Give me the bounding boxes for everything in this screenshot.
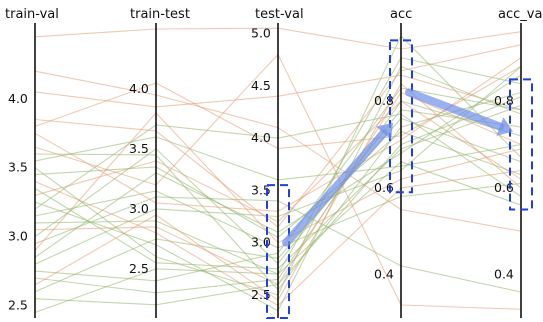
tick-label-test-val-4-0: 4.0 xyxy=(251,130,271,145)
tick-label-train-test-3-5: 3.5 xyxy=(129,141,149,156)
tick-label-train-test-2-5: 2.5 xyxy=(129,261,149,276)
selection-box-acc[interactable] xyxy=(389,39,413,194)
tick-label-acc-val-0-8: 0.8 xyxy=(494,93,514,108)
tick-label-test-val-2-5: 2.5 xyxy=(251,287,271,302)
tick-label-train-val-4-0: 4.0 xyxy=(8,91,28,106)
tick-label-acc-0-6: 0.6 xyxy=(374,180,394,195)
tick-label-acc-val-0-6: 0.6 xyxy=(494,180,514,195)
axes-layer: train-val 2.5 3.0 3.5 4.0 train-test 2.5 3.0 3.5… xyxy=(5,7,543,318)
arrow-head-1 xyxy=(376,122,393,140)
tick-label-test-val-3-0: 3.0 xyxy=(251,235,271,250)
axis-title-acc: acc xyxy=(390,7,412,22)
axis-title-acc-val: acc_val xyxy=(498,7,543,22)
arrow-head-2 xyxy=(496,117,513,136)
tick-label-test-val-4-5: 4.5 xyxy=(251,78,271,93)
tick-label-acc-val-0-4: 0.4 xyxy=(494,267,514,282)
arrow-layer xyxy=(282,88,513,247)
tick-label-test-val-5-0: 5.0 xyxy=(251,25,271,40)
tick-label-train-test-3-0: 3.0 xyxy=(129,201,149,216)
axis-title-train-test: train-test xyxy=(130,7,190,22)
tick-label-train-val-2-5: 2.5 xyxy=(8,298,28,313)
tick-label-acc-0-8: 0.8 xyxy=(374,93,394,108)
selection-box-acc-val[interactable] xyxy=(509,78,533,211)
tick-label-train-test-4-0: 4.0 xyxy=(129,81,149,96)
tick-label-acc-0-4: 0.4 xyxy=(374,267,394,282)
axis-title-train-val: train-val xyxy=(5,7,59,22)
tick-label-train-val-3-5: 3.5 xyxy=(8,160,28,175)
axis-title-test-val: test-val xyxy=(255,7,304,22)
arrow-shaft-1 xyxy=(282,129,388,247)
tick-label-test-val-3-5: 3.5 xyxy=(251,182,271,197)
selection-layer xyxy=(266,39,533,319)
tick-label-train-val-3-0: 3.0 xyxy=(8,229,28,244)
arrow-shaft-2 xyxy=(405,88,504,131)
